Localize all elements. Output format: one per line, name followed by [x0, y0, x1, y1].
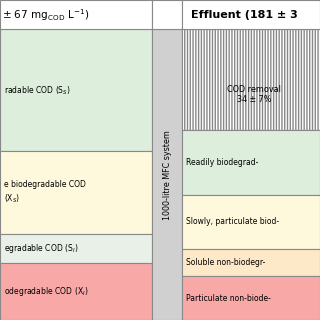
- Bar: [0, 0, 152, 29]
- Bar: [182, 29, 320, 130]
- Text: egradable COD (S$_I$): egradable COD (S$_I$): [4, 242, 78, 255]
- Text: Soluble non-biodegr-: Soluble non-biodegr-: [186, 258, 266, 267]
- Bar: [182, 249, 320, 276]
- Text: odegradable COD (X$_I$): odegradable COD (X$_I$): [4, 285, 88, 298]
- Bar: [0, 234, 152, 263]
- Text: e biodegradable COD
(X$_S$): e biodegradable COD (X$_S$): [4, 180, 86, 205]
- Bar: [0, 151, 152, 234]
- Text: Readily biodegrad-: Readily biodegrad-: [186, 158, 259, 167]
- Bar: [152, 0, 182, 29]
- Bar: [0, 263, 152, 320]
- Bar: [0, 29, 152, 151]
- Text: COD removal
34 ± 7%: COD removal 34 ± 7%: [227, 85, 281, 104]
- Text: Particulate non-biode-: Particulate non-biode-: [186, 294, 271, 303]
- Bar: [182, 195, 320, 249]
- Text: radable COD (S$_S$): radable COD (S$_S$): [4, 84, 71, 97]
- Bar: [182, 130, 320, 195]
- Bar: [182, 276, 320, 320]
- Text: Effluent (181 ± 3: Effluent (181 ± 3: [191, 10, 298, 20]
- Bar: [182, 0, 320, 29]
- Bar: [152, 29, 182, 320]
- Text: ± 67 mg$_{\mathregular{COD}}$ L$^{-1}$): ± 67 mg$_{\mathregular{COD}}$ L$^{-1}$): [2, 7, 89, 23]
- Text: Slowly, particulate biod-: Slowly, particulate biod-: [186, 217, 279, 227]
- Text: 1000-litre MFC system: 1000-litre MFC system: [163, 130, 172, 220]
